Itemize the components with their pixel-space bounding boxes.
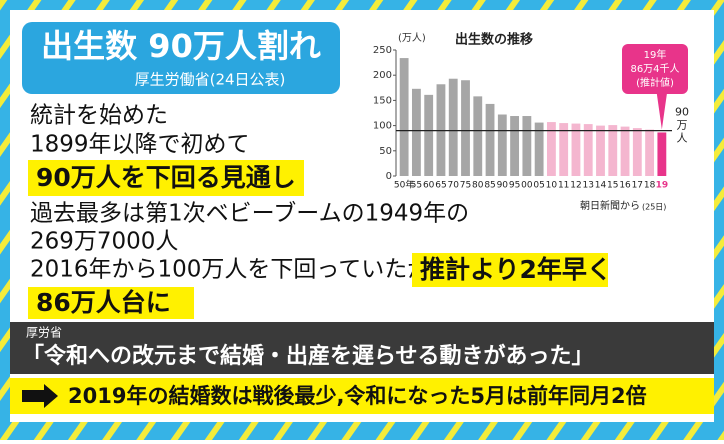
callout-text: 86万4千人 xyxy=(630,63,679,75)
title: 出生数 90万人割れ xyxy=(41,27,321,65)
reference-label: 90 xyxy=(675,106,689,119)
chart-unit: (万人) xyxy=(398,32,426,44)
bar xyxy=(497,114,507,176)
y-tick-label: 100 xyxy=(373,121,392,132)
callout-text: 19年 xyxy=(644,48,667,61)
chart-source-date: (25日) xyxy=(642,203,666,212)
highlight: 90万人を下回る見通し xyxy=(36,163,296,192)
bar xyxy=(411,88,421,176)
banner xyxy=(10,322,714,374)
callout-text: (推計値) xyxy=(636,76,674,89)
bar xyxy=(510,116,520,176)
bar xyxy=(559,123,569,176)
y-tick-label: 250 xyxy=(373,45,392,56)
x-tick-label: 85 xyxy=(484,181,495,191)
bar xyxy=(657,132,667,176)
text-line: 過去最多は第1次ベビーブームの1949年の xyxy=(30,201,469,227)
banner-quote: 「令和への改元まで結婚・出産を遅らせる動きがあった」 xyxy=(22,343,594,369)
y-tick-label: 50 xyxy=(379,146,392,157)
x-tick-label: 95 xyxy=(509,181,520,191)
bar xyxy=(632,128,642,176)
bar xyxy=(596,125,605,176)
reference-label: 万 xyxy=(677,119,688,132)
x-tick-label: 65 xyxy=(435,181,446,191)
y-tick-label: 150 xyxy=(373,95,392,106)
chart-title: 出生数の推移 xyxy=(455,32,533,48)
bar xyxy=(620,126,630,176)
bar xyxy=(461,80,470,176)
x-tick-label: 75 xyxy=(460,181,471,191)
arrow-icon xyxy=(22,384,58,408)
callout-pointer xyxy=(656,94,667,130)
x-tick-label: 90 xyxy=(497,181,509,191)
x-tick-label: 11 xyxy=(558,181,569,191)
x-tick-label: 50年 xyxy=(394,179,414,191)
x-tick-label: 55 xyxy=(411,181,422,191)
banner-source: 厚労省 xyxy=(26,326,62,340)
x-tick-label: 19 xyxy=(656,181,669,191)
bar xyxy=(571,123,581,176)
x-tick-label: 60 xyxy=(423,181,435,191)
subtitle: 厚生労働省(24日公表) xyxy=(135,71,286,89)
bar xyxy=(424,94,434,176)
y-tick-label: 0 xyxy=(386,171,392,182)
x-tick-label: 05 xyxy=(533,181,544,191)
bar xyxy=(448,78,458,176)
x-tick-label: 18 xyxy=(644,181,656,191)
bar xyxy=(645,129,655,176)
x-tick-label: 70 xyxy=(448,181,460,191)
bar xyxy=(534,122,544,176)
callout-box xyxy=(622,44,688,94)
footer-text: 2019年の結婚数は戦後最少,令和になった5月は前年同月2倍 xyxy=(68,384,647,408)
chart-source: 朝日新聞から xyxy=(580,199,640,212)
x-tick-label: 17 xyxy=(632,181,643,191)
x-tick-label: 00 xyxy=(521,181,533,191)
x-tick-label: 80 xyxy=(472,181,484,191)
x-tick-label: 10 xyxy=(546,181,558,191)
x-tick-label: 13 xyxy=(583,181,594,191)
y-tick-label: 200 xyxy=(373,70,392,81)
highlight: 推計より2年早く xyxy=(420,255,612,284)
text-line: 1899年以降で初めて xyxy=(30,132,250,158)
highlight-box xyxy=(28,287,194,319)
x-tick-label: 16 xyxy=(619,181,631,191)
text-line: 2016年から100万人を下回っていたが xyxy=(30,257,430,283)
bar xyxy=(546,122,556,176)
x-tick-label: 12 xyxy=(570,181,581,191)
bar xyxy=(399,58,409,177)
reference-label: 人 xyxy=(677,132,688,145)
x-tick-label: 14 xyxy=(595,181,607,191)
highlight: 86万人台に xyxy=(36,288,171,317)
title-box xyxy=(22,22,340,94)
highlight-box xyxy=(28,160,304,196)
bar xyxy=(473,96,483,176)
text-line: 269万7000人 xyxy=(30,229,178,255)
bar xyxy=(608,125,618,176)
highlight-box xyxy=(412,253,608,287)
bar xyxy=(485,103,495,176)
x-tick-label: 15 xyxy=(607,181,618,191)
text-line: 統計を始めた xyxy=(30,103,168,129)
bar xyxy=(583,124,593,176)
bar xyxy=(522,116,532,176)
footer xyxy=(10,378,714,414)
